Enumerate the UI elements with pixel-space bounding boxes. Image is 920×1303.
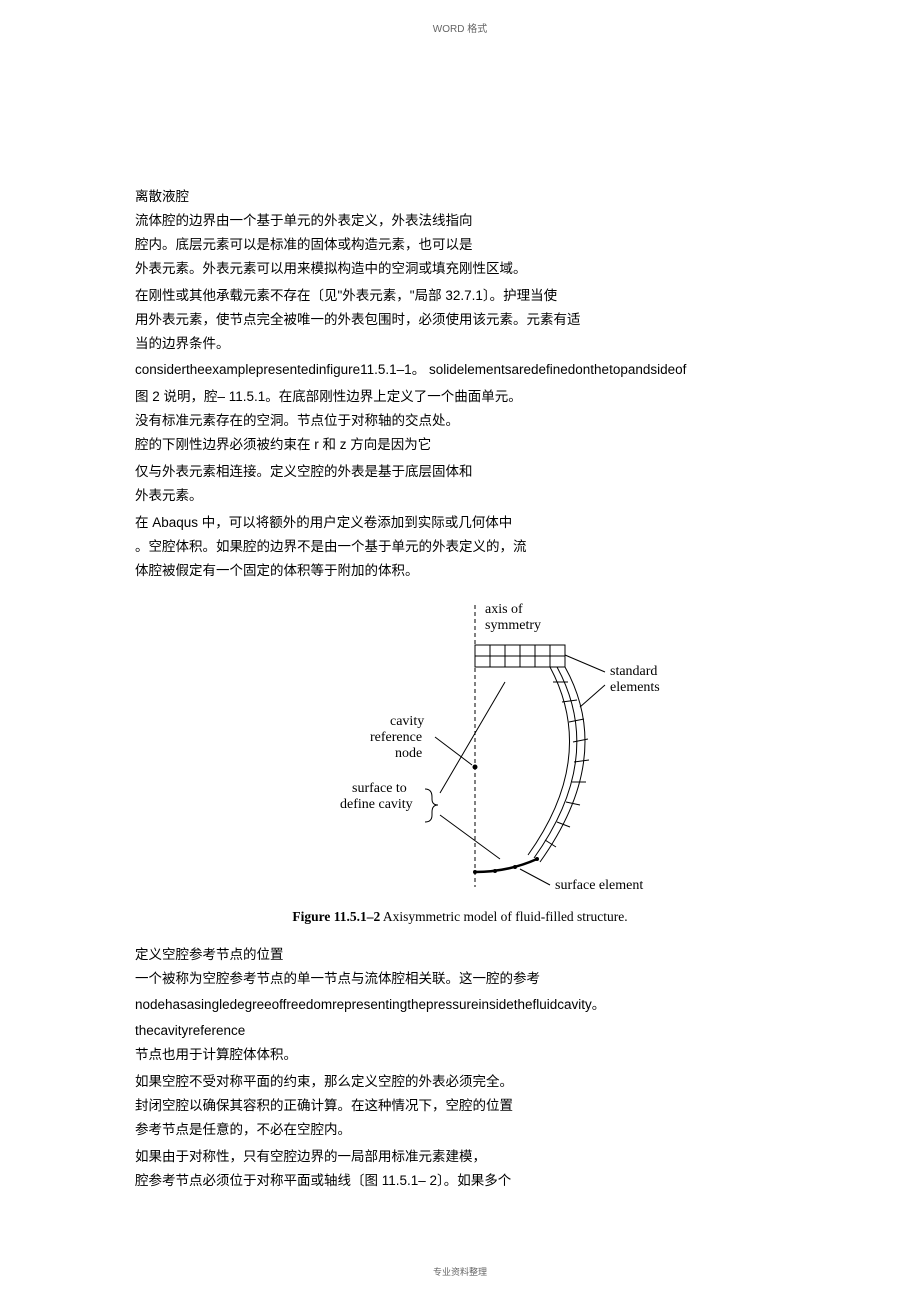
paragraph: 节点也用于计算腔体体积。 bbox=[135, 1043, 785, 1066]
paragraph: considertheexamplepresentedinfigure11.5.… bbox=[135, 359, 785, 381]
axis-label-1: axis of bbox=[485, 602, 523, 617]
bottom-surface bbox=[475, 859, 537, 872]
paragraph: 参考节点是任意的，不必在空腔内。 bbox=[135, 1118, 785, 1141]
paragraph: thecavityreference bbox=[135, 1020, 785, 1042]
cavity-label-1: cavity bbox=[390, 714, 424, 729]
cavity-label-2: reference bbox=[370, 730, 422, 745]
paragraph: 。空腔体积。如果腔的边界不是由一个基于单元的外表定义的，流 bbox=[135, 535, 785, 558]
surface-label-2: define cavity bbox=[340, 797, 413, 812]
paragraph: 当的边界条件。 bbox=[135, 332, 785, 355]
header-text: WORD 格式 bbox=[433, 24, 487, 35]
arc-mesh bbox=[528, 667, 589, 862]
page-header: WORD 格式 bbox=[0, 0, 920, 35]
paragraph: 仅与外表元素相连接。定义空腔的外表是基于底层固体和 bbox=[135, 460, 785, 483]
paragraph: 腔的下刚性边界必须被约束在 r 和 z 方向是因为它 bbox=[135, 433, 785, 456]
paragraph: 如果由于对称性，只有空腔边界的一局部用标准元素建模， bbox=[135, 1145, 785, 1168]
paragraph: 封闭空腔以确保其容积的正确计算。在这种情况下，空腔的位置 bbox=[135, 1094, 785, 1117]
paragraph: 流体腔的边界由一个基于单元的外表定义，外表法线指向 bbox=[135, 209, 785, 232]
paragraph: nodehasasingledegreeoffreedomrepresentin… bbox=[135, 994, 785, 1016]
paragraph: 用外表元素，使节点完全被唯一的外表包围时，必须使用该元素。元素有适 bbox=[135, 308, 785, 331]
paragraph: 体腔被假定有一个固定的体积等于附加的体积。 bbox=[135, 559, 785, 582]
paragraph: 在刚性或其他承载元素不存在〔见"外表元素，"局部 32.7.1〕。护理当使 bbox=[135, 284, 785, 307]
page-footer: 专业资料整理 bbox=[0, 1265, 920, 1278]
paragraph: 图 2 说明，腔– 11.5.1。在底部刚性边界上定义了一个曲面单元。 bbox=[135, 385, 785, 408]
element-label: surface element bbox=[555, 878, 643, 893]
axis-label-2: symmetry bbox=[485, 618, 541, 633]
standard-label-1: standard bbox=[610, 664, 657, 679]
paragraph: 外表元素。 bbox=[135, 484, 785, 507]
figure-diagram: axis of symmetry standard elements bbox=[240, 597, 680, 897]
footer-text: 专业资料整理 bbox=[433, 1267, 487, 1277]
paragraph: 一个被称为空腔参考节点的单一节点与流体腔相关联。这一腔的参考 bbox=[135, 967, 785, 990]
figure-caption: Figure 11.5.1–2 Axisymmetric model of fl… bbox=[240, 909, 680, 925]
top-mesh bbox=[475, 645, 565, 667]
surface-label-1: surface to bbox=[352, 781, 407, 796]
document-content: 离散液腔 流体腔的边界由一个基于单元的外表定义，外表法线指向 腔内。底层元素可以… bbox=[0, 35, 920, 1192]
paragraph: 外表元素。外表元素可以用来模拟构造中的空洞或填充刚性区域。 bbox=[135, 257, 785, 280]
figure-container: axis of symmetry standard elements bbox=[240, 597, 680, 925]
paragraph: 没有标准元素存在的空洞。节点位于对称轴的交点处。 bbox=[135, 409, 785, 432]
paragraph: 腔内。底层元素可以是标准的固体或构造元素，也可以是 bbox=[135, 233, 785, 256]
figure-number: Figure 11.5.1–2 bbox=[292, 909, 380, 924]
paragraph: 腔参考节点必须位于对称平面或轴线〔图 11.5.1– 2〕。如果多个 bbox=[135, 1169, 785, 1192]
paragraph: 离散液腔 bbox=[135, 185, 785, 208]
paragraph: 在 Abaqus 中，可以将额外的用户定义卷添加到实际或几何体中 bbox=[135, 511, 785, 534]
figure-caption-text: Axisymmetric model of fluid-filled struc… bbox=[380, 909, 627, 924]
standard-label-2: elements bbox=[610, 680, 660, 695]
paragraph: 定义空腔参考节点的位置 bbox=[135, 943, 785, 966]
paragraph: 如果空腔不受对称平面的约束，那么定义空腔的外表必须完全。 bbox=[135, 1070, 785, 1093]
cavity-label-3: node bbox=[395, 746, 422, 761]
